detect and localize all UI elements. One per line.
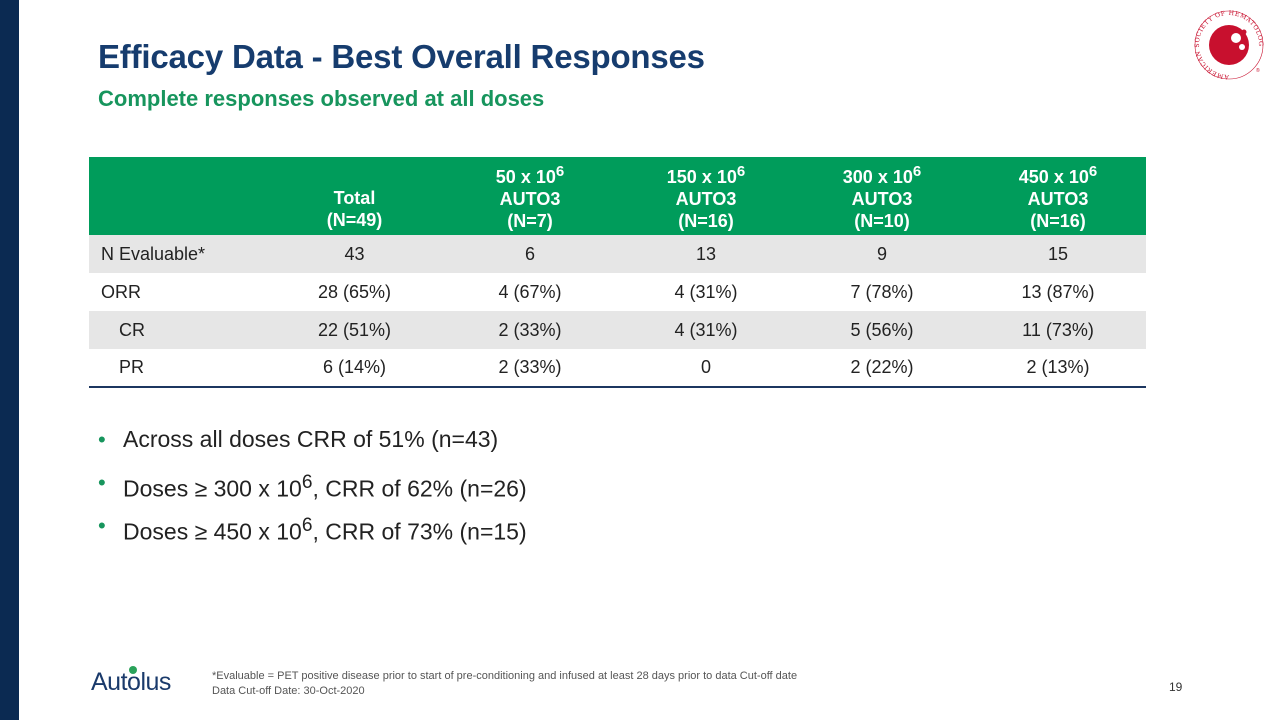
table-cell: 22 (51%) [317, 319, 392, 340]
header-n: (N=16) [1030, 210, 1086, 231]
row-label: ORR [101, 281, 141, 302]
header-dose-300: 300 x 106 AUTO3 (N=10) [842, 162, 922, 231]
header-total-n: (N=49) [326, 210, 383, 230]
left-accent-bar [0, 0, 19, 720]
slide-title: Efficacy Data - Best Overall Responses [98, 38, 705, 75]
bullet-icon: • [98, 513, 106, 538]
header-n: (N=10) [854, 210, 910, 231]
table-cell: 2 (22%) [794, 349, 970, 388]
header-dose-450: 450 x 106 AUTO3 (N=16) [1018, 162, 1098, 231]
table-cell: 4 (31%) [674, 281, 738, 302]
row-label: CR [119, 319, 145, 340]
header-empty [89, 157, 267, 235]
table-cell: 15 [1047, 243, 1069, 264]
table-row-orr: ORR 28 (65%) 4 (67%) 4 (31%) 7 (78%) 13 … [89, 273, 1146, 311]
table-cell: 13 [695, 243, 717, 264]
table-header-row: Total (N=49) 50 x 106 AUTO3 (N=7) 150 x … [89, 157, 1146, 235]
autolus-logo-o: o [127, 666, 141, 696]
table-cell: 11 (73%) [1022, 319, 1094, 340]
table-cell: 5 (56%) [850, 319, 914, 340]
table-cell: 7 (78%) [850, 281, 914, 302]
table-row-pr: PR 6 (14%) 2 (33%) 0 2 (22%) 2 (13%) [89, 349, 1146, 388]
footnote-cutoff-date: Data Cut-off Date: 30-Oct-2020 [212, 685, 365, 697]
table-cell: 2 (33%) [442, 349, 618, 388]
header-dose-50: 50 x 106 AUTO3 (N=7) [495, 162, 565, 231]
row-label: N Evaluable* [101, 243, 206, 264]
header-product: AUTO3 [851, 188, 913, 209]
table-cell: 2 (13%) [970, 349, 1146, 388]
header-dose: 450 x 10 [1018, 166, 1089, 187]
header-n: (N=7) [507, 210, 553, 231]
table-cell: 4 (31%) [674, 319, 738, 340]
autolus-logo: Auto lus [91, 666, 171, 696]
bullet-icon: • [98, 470, 106, 495]
ash-logo-icon: AMERICAN SOCIETY OF HEMATOLOGY ® [1192, 8, 1263, 80]
header-dose: 150 x 10 [666, 166, 737, 187]
header-total-label: Total [333, 188, 376, 208]
table-cell: 43 [344, 243, 365, 264]
header-n: (N=16) [678, 210, 734, 231]
page-number: 19 [1169, 680, 1183, 694]
header-total: Total (N=49) [267, 157, 442, 235]
table-cell: 6 (14%) [267, 349, 442, 388]
list-item: • Doses ≥ 450 x 106, CRR of 73% (n=15) [98, 504, 527, 547]
table-cell: 2 (33%) [498, 319, 562, 340]
slide-subtitle: Complete responses observed at all doses [98, 86, 545, 111]
header-dose: 300 x 10 [842, 166, 913, 187]
table-cell: 9 [876, 243, 887, 264]
table-row-cr: CR 22 (51%) 2 (33%) 4 (31%) 5 (56%) 11 (… [89, 311, 1146, 349]
row-label: PR [89, 349, 267, 388]
table-row-n-evaluable: N Evaluable* 43 6 13 9 15 [89, 235, 1146, 273]
key-findings-list: • Across all doses CRR of 51% (n=43) • Dos… [98, 418, 527, 547]
header-product: AUTO3 [499, 188, 561, 209]
list-item: • Doses ≥ 300 x 106, CRR of 62% (n=26) [98, 461, 527, 504]
header-product: AUTO3 [1027, 188, 1089, 209]
footnote-definition: *Evaluable = PET positive disease prior … [212, 670, 798, 682]
list-item: • Across all doses CRR of 51% (n=43) [98, 418, 527, 461]
header-dose: 50 x 10 [495, 166, 556, 187]
table-cell: 28 (65%) [317, 281, 392, 302]
table-cell: 6 [524, 243, 535, 264]
header-dose-150: 150 x 106 AUTO3 (N=16) [666, 162, 746, 231]
table-cell: 4 (67%) [498, 281, 562, 302]
bullet-icon: • [98, 427, 106, 452]
footnote: *Evaluable = PET positive disease prior … [212, 669, 797, 699]
ash-registered-mark: ® [1256, 67, 1260, 74]
header-product: AUTO3 [675, 188, 737, 209]
table-cell: 0 [618, 349, 794, 388]
table-cell: 13 (87%) [1021, 281, 1095, 302]
autolus-dot-icon [129, 666, 138, 674]
best-overall-responses-table: Total (N=49) 50 x 106 AUTO3 (N=7) 150 x … [89, 157, 1146, 388]
